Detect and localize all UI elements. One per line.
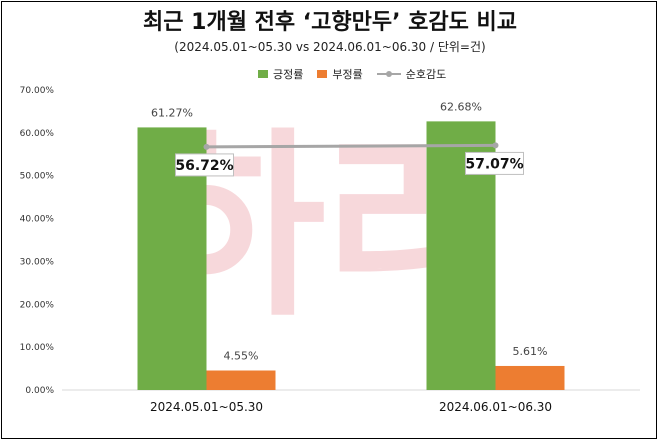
net-favorability-label-0: 56.72% <box>175 158 233 174</box>
legend-item-positive: 긍정률 <box>258 66 303 82</box>
y-tick-label: 0.00% <box>25 386 54 396</box>
chart-title: 최근 1개월 전후 ‘고향만두’ 호감도 비교 <box>143 10 517 35</box>
data-label-positive-0: 61.27% <box>151 106 193 119</box>
x-category-label: 2024.06.01~06.30 <box>439 400 552 414</box>
y-tick-label: 10.00% <box>20 343 55 353</box>
net-favorability-point-0 <box>203 143 210 150</box>
chart-legend: 긍정률 부정률 순호감도 <box>258 66 446 82</box>
y-tick-label: 70.00% <box>20 86 55 96</box>
legend-label-net: 순호감도 <box>405 68 447 81</box>
chart-subtitle: (2024.05.01~05.30 vs 2024.06.01~06.30 / … <box>174 40 486 54</box>
y-tick-label: 40.00% <box>20 215 55 225</box>
legend-swatch-net <box>376 69 401 79</box>
legend-swatch-positive <box>258 70 268 78</box>
legend-swatch-negative <box>317 70 328 78</box>
y-tick-label: 60.00% <box>20 129 55 139</box>
data-label-negative-0: 4.55% <box>224 350 259 363</box>
net-favorability-line <box>206 143 496 149</box>
y-tick-label: 50.00% <box>20 172 55 182</box>
legend-item-net: 순호감도 <box>376 66 447 82</box>
y-tick-label: 20.00% <box>20 300 55 310</box>
y-tick-label: 30.00% <box>20 257 55 267</box>
legend-item-negative: 부정률 <box>317 66 363 82</box>
legend-label-positive: 긍정률 <box>273 68 304 81</box>
net-favorability-point-1 <box>492 142 499 149</box>
x-category-label: 2024.05.01~05.30 <box>150 400 263 414</box>
net-favorability-label-box-1 <box>465 151 524 175</box>
data-label-positive-1: 62.68% <box>440 100 482 113</box>
bar-negative-1 <box>495 365 565 390</box>
bar-negative-0 <box>206 370 276 390</box>
legend-label-negative: 부정률 <box>332 68 363 81</box>
data-label-negative-1: 5.61% <box>513 345 548 358</box>
net-favorability-label-1: 57.07% <box>465 156 523 172</box>
net-favorability-label-box-0 <box>175 153 234 177</box>
